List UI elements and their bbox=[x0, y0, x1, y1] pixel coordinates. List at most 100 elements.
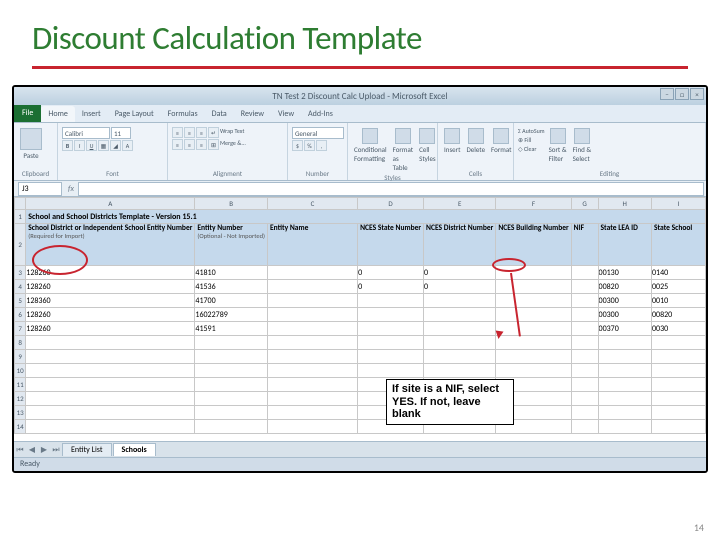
align-center[interactable]: ≡ bbox=[184, 139, 195, 150]
cell[interactable] bbox=[358, 350, 424, 364]
paste-button[interactable]: Paste bbox=[18, 127, 44, 161]
cell[interactable] bbox=[598, 420, 651, 434]
cell[interactable] bbox=[496, 294, 571, 308]
cell[interactable] bbox=[195, 350, 268, 364]
cell[interactable] bbox=[358, 364, 424, 378]
sheet-nav-last[interactable]: ⏭ bbox=[50, 444, 62, 456]
percent-button[interactable]: % bbox=[304, 140, 315, 151]
tab-addins[interactable]: Add-Ins bbox=[301, 106, 340, 122]
cell[interactable]: 128360 bbox=[26, 294, 195, 308]
cell[interactable] bbox=[571, 266, 598, 280]
cell[interactable]: 128260 bbox=[26, 280, 195, 294]
cell[interactable] bbox=[571, 406, 598, 420]
cell[interactable]: 0 bbox=[358, 280, 424, 294]
align-bot[interactable]: ≡ bbox=[196, 127, 207, 138]
delete-cells-button[interactable]: Delete bbox=[464, 127, 487, 155]
cond-format-button[interactable]: ConditionalFormatting bbox=[352, 127, 389, 164]
border-button[interactable]: ▦ bbox=[98, 140, 109, 151]
align-top[interactable]: ≡ bbox=[172, 127, 183, 138]
cell[interactable]: 00130 bbox=[598, 266, 651, 280]
cell[interactable]: 41700 bbox=[195, 294, 268, 308]
cell[interactable] bbox=[195, 378, 268, 392]
cell[interactable]: 0140 bbox=[651, 266, 705, 280]
cell[interactable] bbox=[651, 364, 705, 378]
cell[interactable]: 00370 bbox=[598, 322, 651, 336]
cell[interactable]: 16022789 bbox=[195, 308, 268, 322]
row-header[interactable]: 6 bbox=[15, 308, 26, 322]
cell[interactable] bbox=[598, 406, 651, 420]
row-header[interactable]: 9 bbox=[15, 350, 26, 364]
italic-button[interactable]: I bbox=[74, 140, 85, 151]
cell[interactable] bbox=[496, 308, 571, 322]
cell[interactable]: 00820 bbox=[651, 308, 705, 322]
cell[interactable] bbox=[26, 406, 195, 420]
cell[interactable]: 41810 bbox=[195, 266, 268, 280]
cell[interactable] bbox=[571, 378, 598, 392]
col-header-E[interactable]: E bbox=[424, 198, 496, 210]
cell[interactable] bbox=[496, 364, 571, 378]
cell[interactable]: 128260 bbox=[26, 266, 195, 280]
cell[interactable]: 41536 bbox=[195, 280, 268, 294]
cell[interactable]: 0 bbox=[424, 280, 496, 294]
name-box[interactable]: J3 bbox=[18, 182, 62, 196]
sheet-nav-next[interactable]: ▶ bbox=[38, 444, 50, 456]
tab-formulas[interactable]: Formulas bbox=[161, 106, 205, 122]
col-header-G[interactable]: G bbox=[571, 198, 598, 210]
cell[interactable] bbox=[268, 294, 358, 308]
cell[interactable] bbox=[268, 420, 358, 434]
cell[interactable] bbox=[571, 420, 598, 434]
cell[interactable] bbox=[651, 378, 705, 392]
cell[interactable]: 128260 bbox=[26, 322, 195, 336]
comma-button[interactable]: , bbox=[316, 140, 327, 151]
cell[interactable]: 00300 bbox=[598, 308, 651, 322]
cell[interactable] bbox=[26, 378, 195, 392]
minimize-button[interactable]: – bbox=[660, 88, 674, 100]
cell[interactable] bbox=[26, 350, 195, 364]
font-color-button[interactable]: A bbox=[122, 140, 133, 151]
col-header-H[interactable]: H bbox=[598, 198, 651, 210]
cell[interactable] bbox=[424, 364, 496, 378]
cell[interactable] bbox=[651, 336, 705, 350]
cell[interactable] bbox=[26, 336, 195, 350]
align-right[interactable]: ≡ bbox=[196, 139, 207, 150]
cell[interactable] bbox=[496, 266, 571, 280]
cell[interactable] bbox=[195, 406, 268, 420]
row-header[interactable]: 3 bbox=[15, 266, 26, 280]
row-header[interactable]: 7 bbox=[15, 322, 26, 336]
formula-input[interactable] bbox=[78, 182, 704, 196]
cell[interactable] bbox=[358, 294, 424, 308]
cell[interactable] bbox=[268, 350, 358, 364]
row-header[interactable]: 14 bbox=[15, 420, 26, 434]
cell[interactable] bbox=[651, 406, 705, 420]
cell[interactable] bbox=[26, 364, 195, 378]
align-mid[interactable]: ≡ bbox=[184, 127, 195, 138]
sheet-tab-entity-list[interactable]: Entity List bbox=[62, 443, 112, 456]
tab-review[interactable]: Review bbox=[234, 106, 271, 122]
sheet-nav-prev[interactable]: ◀ bbox=[26, 444, 38, 456]
cell[interactable] bbox=[598, 350, 651, 364]
col-header-A[interactable]: A bbox=[26, 198, 195, 210]
cell[interactable] bbox=[26, 420, 195, 434]
cell[interactable] bbox=[598, 378, 651, 392]
cell[interactable] bbox=[571, 308, 598, 322]
tab-data[interactable]: Data bbox=[205, 106, 234, 122]
number-format-select[interactable]: General bbox=[292, 127, 344, 139]
cell[interactable]: 41591 bbox=[195, 322, 268, 336]
row-header[interactable]: 1 bbox=[15, 210, 26, 224]
cell-styles-button[interactable]: CellStyles bbox=[417, 127, 438, 164]
tab-view[interactable]: View bbox=[271, 106, 301, 122]
cell[interactable] bbox=[26, 392, 195, 406]
cell[interactable] bbox=[598, 336, 651, 350]
cell[interactable] bbox=[268, 406, 358, 420]
row-header[interactable]: 11 bbox=[15, 378, 26, 392]
sheet-tab-schools[interactable]: Schools bbox=[113, 443, 156, 456]
cell[interactable] bbox=[571, 322, 598, 336]
cell[interactable] bbox=[195, 364, 268, 378]
cell[interactable] bbox=[424, 322, 496, 336]
col-header-I[interactable]: I bbox=[651, 198, 705, 210]
currency-button[interactable]: $ bbox=[292, 140, 303, 151]
col-header-C[interactable]: C bbox=[268, 198, 358, 210]
cell[interactable] bbox=[571, 350, 598, 364]
cell[interactable] bbox=[268, 392, 358, 406]
font-size-select[interactable]: 11 bbox=[111, 127, 131, 139]
